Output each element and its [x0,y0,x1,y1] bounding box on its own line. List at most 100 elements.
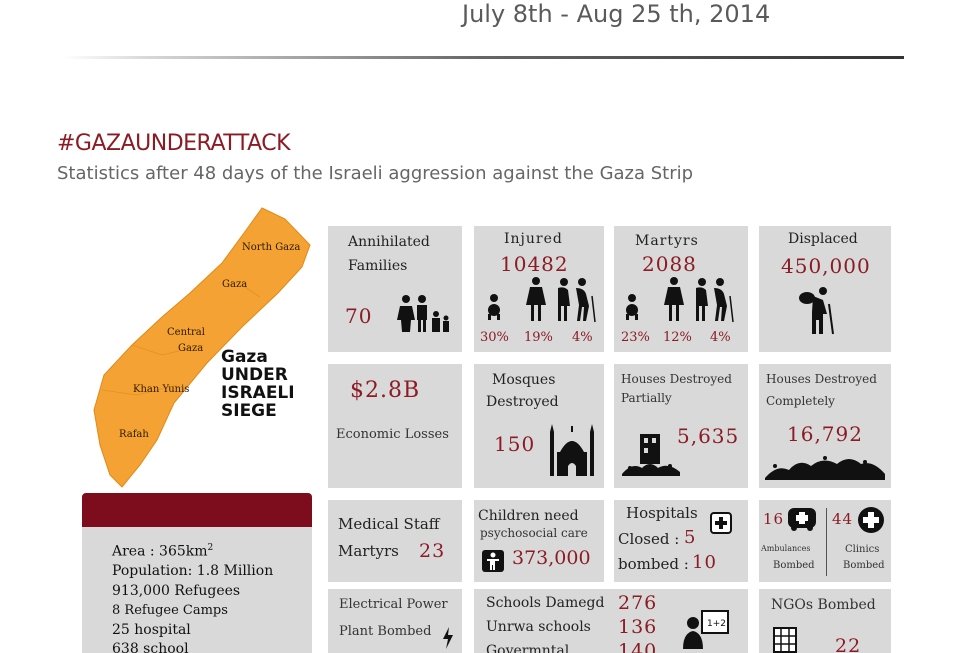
child-icon [482,550,504,572]
siege-line-3: ISRAELI [221,383,295,403]
displaced-person-icon [799,287,834,335]
info-population: Population: 1.8 Million [112,563,274,580]
gaza-strip-shape [93,207,311,488]
tile-economic-losses: $2.8B Economic Losses [328,364,462,488]
injured-pct-children: 30% [480,330,509,345]
info-schools: 638 school [112,641,189,653]
subtitle: Statistics after 48 days of the Israeli … [57,163,694,184]
hospitals-bombed-value: 10 [692,552,717,573]
martyrs-pct-children: 23% [621,330,650,345]
info-area: Area : 365km2 [112,543,214,560]
medical-value: 23 [419,540,446,562]
tile-ngos: NGOs Bombed 22 [759,589,891,653]
tile-houses-complete: Houses Destroyed Completely 16,792 [759,364,891,488]
tile-power-plant: Electrical Power Plant Bombed [328,589,462,653]
children-label-2: psychosocial care [480,526,588,540]
map-label-central-gaza: Gaza [178,343,203,354]
first-aid-icon [710,512,732,534]
info-camps: 8 Refugee Camps [112,603,228,619]
ngos-label: NGOs Bombed [771,597,876,613]
power-label-2: Plant Bombed [339,624,432,639]
martyrs-label: Martyrs [635,233,699,249]
siege-caption: Gaza UNDER ISRAELI SIEGE [221,348,295,420]
clinics-label-2: Bombed [843,560,885,571]
tile-hospitals: Hospitals Closed : 5 bombed : 10 [614,500,748,582]
displaced-value: 450,000 [781,254,871,278]
injured-label: Injured [504,231,563,247]
economic-value: $2.8B [350,378,421,403]
houses-partial-label-1: Houses Destroyed [621,372,732,386]
tile-mosques: Mosques Destroyed 150 [474,364,604,488]
tile-houses-partial: Houses Destroyed Partially 5,635 [614,364,748,488]
annihilated-label-2: Families [348,258,408,274]
power-label-1: Electrical Power [339,597,448,612]
ambulances-value: 16 [763,510,785,528]
houses-partial-value: 5,635 [677,424,740,448]
clinics-value: 44 [832,510,854,528]
lightning-icon [443,627,453,649]
ambulances-label-2: Bombed [773,560,815,571]
people-icon [626,277,734,323]
teacher-board-icon: 1+2 [683,610,729,649]
houses-complete-value: 16,792 [787,422,863,446]
siege-line-1: Gaza [221,347,268,367]
building-icon [773,627,797,653]
injured-pct-women: 19% [524,330,553,345]
tile-schools: Schools Damegd 276 Unrwa schools 136 Gov… [474,589,748,653]
hospitals-closed-value: 5 [684,527,697,548]
siege-line-2: UNDER [221,365,288,385]
tile-annihilated-families: Annihilated Families 70 [328,226,462,352]
map-label-rafah: Rafah [119,429,149,440]
martyrs-pct-elderly: 4% [710,330,731,345]
info-box: Area : 365km2 Population: 1.8 Million 91… [82,527,312,653]
tile-injured: Injured 10482 30% 19% 4% [474,226,604,352]
info-box-header [82,493,312,527]
family-icon [397,295,449,332]
tile-children: Children need psychosocial care 373,000 [474,500,604,582]
mosques-value: 150 [494,432,536,456]
annihilated-value: 70 [345,304,373,328]
ambulances-divider [826,508,827,576]
ambulance-icon [788,508,816,531]
ambulances-label-1: Ambulances [761,544,811,553]
displaced-label: Displaced [788,231,858,247]
schools-value-1: 276 [618,592,658,614]
annihilated-label-1: Annihilated [348,234,430,250]
info-hospitals: 25 hospital [112,621,191,638]
hospitals-label: Hospitals [626,504,698,522]
tile-martyrs: Martyrs 2088 23% 12% 4% [614,226,748,352]
houses-partial-label-2: Partially [621,391,672,405]
map-label-central: Central [167,327,205,338]
schools-value-2: 136 [618,616,658,638]
header-divider [62,56,904,59]
map-label-north-gaza: North Gaza [242,242,300,253]
mosques-label-2: Destroyed [486,394,559,410]
houses-complete-label-1: Houses Destroyed [766,372,877,386]
tile-medical-staff: Medical Staff Martyrs 23 [328,500,462,582]
clinic-cross-icon [858,507,884,533]
children-value: 373,000 [512,547,591,569]
houses-complete-label-2: Completely [766,394,835,408]
economic-label: Economic Losses [336,427,449,442]
ngos-value: 22 [835,635,862,653]
map-label-gaza: Gaza [222,279,247,290]
tile-ambulances-clinics: 16 Ambulances Bombed 44 Clinics Bombed [759,500,891,582]
children-label-1: Children need [478,508,579,524]
schools-label-3: Govermntal [486,643,570,653]
schools-label-2: Unrwa schools [486,619,591,635]
medical-label-2: Martyrs [338,542,399,560]
schools-value-3: 140 [618,640,658,653]
gaza-map: North Gaza Gaza Central Gaza Khan Yunis … [93,207,311,488]
clinics-label-1: Clinics [845,544,880,555]
rubble-icon [765,456,885,480]
tile-displaced: Displaced 450,000 [759,226,891,352]
map-label-khan-yunis: Khan Yunis [133,384,189,395]
hashtag-title: #GAZAUNDERATTACK [57,131,291,156]
injured-value: 10482 [500,252,569,276]
schools-label-1: Schools Damegd [486,595,605,611]
mosque-icon [550,424,594,476]
siege-line-4: SIEGE [221,401,277,421]
damaged-house-icon [622,434,680,476]
hospitals-closed-label: Closed : [618,530,680,548]
date-range: July 8th - Aug 25 th, 2014 [462,0,771,28]
